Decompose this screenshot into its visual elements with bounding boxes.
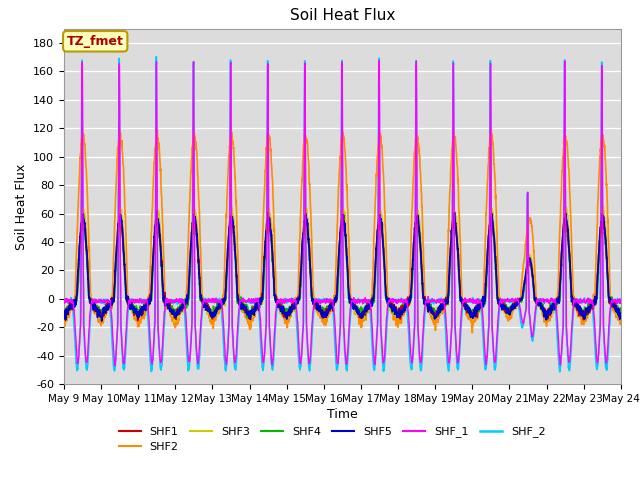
X-axis label: Time: Time [327,408,358,421]
Title: Soil Heat Flux: Soil Heat Flux [290,9,395,24]
Y-axis label: Soil Heat Flux: Soil Heat Flux [15,163,28,250]
Text: TZ_fmet: TZ_fmet [67,35,124,48]
Legend: SHF1, SHF2, SHF3, SHF4, SHF5, SHF_1, SHF_2: SHF1, SHF2, SHF3, SHF4, SHF5, SHF_1, SHF… [114,422,550,456]
